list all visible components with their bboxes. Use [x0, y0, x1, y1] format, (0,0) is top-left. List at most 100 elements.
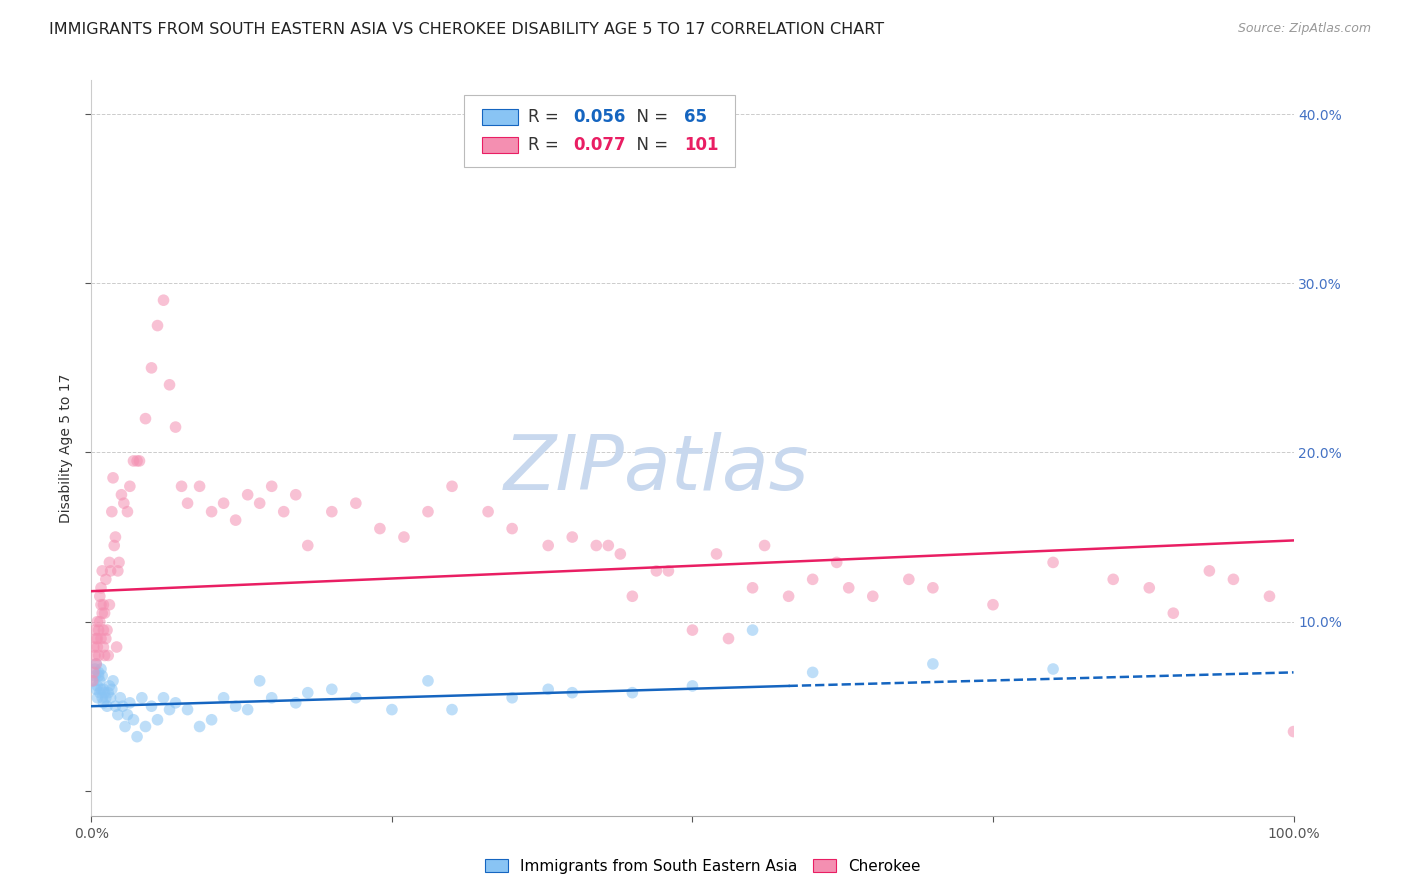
Point: [86, 632, 108, 646]
Point: [93, 606, 115, 620]
Point: [108, 556, 131, 570]
Point: [778, 589, 800, 603]
Point: [440, 703, 463, 717]
Point: [249, 496, 271, 510]
Point: [200, 505, 222, 519]
Point: [981, 598, 1004, 612]
Point: [159, 377, 181, 392]
Point: [1222, 572, 1244, 586]
Point: [84, 657, 107, 671]
Point: [97, 648, 120, 663]
Point: [416, 673, 439, 688]
Point: [107, 564, 129, 578]
Point: [922, 581, 945, 595]
Point: [98, 556, 121, 570]
Point: [170, 479, 193, 493]
Point: [87, 623, 110, 637]
Point: [87, 669, 110, 683]
Text: 0.056: 0.056: [574, 108, 626, 126]
Point: [381, 703, 404, 717]
Text: ZIPatlas: ZIPatlas: [503, 433, 808, 507]
Point: [90, 632, 112, 646]
Point: [104, 699, 127, 714]
Point: [440, 479, 463, 493]
Point: [146, 318, 169, 333]
Point: [141, 699, 163, 714]
Point: [100, 564, 122, 578]
Point: [561, 686, 583, 700]
Point: [188, 719, 211, 733]
Point: [284, 488, 307, 502]
Point: [134, 411, 156, 425]
Point: [89, 615, 111, 629]
Point: [84, 657, 107, 671]
Point: [101, 682, 124, 697]
Point: [83, 673, 105, 688]
Point: [706, 547, 728, 561]
Point: [416, 505, 439, 519]
Point: [83, 665, 105, 680]
Point: [110, 488, 132, 502]
Point: [125, 454, 148, 468]
Point: [93, 640, 115, 654]
Point: [91, 690, 114, 705]
Point: [897, 572, 920, 586]
Point: [86, 640, 108, 654]
Point: [273, 505, 295, 519]
Text: R =: R =: [527, 136, 564, 154]
Text: 0.077: 0.077: [574, 136, 626, 154]
Point: [212, 496, 235, 510]
Point: [657, 564, 679, 578]
Point: [134, 719, 156, 733]
FancyBboxPatch shape: [482, 137, 519, 153]
Point: [344, 496, 367, 510]
Point: [249, 673, 271, 688]
Point: [1198, 564, 1220, 578]
Point: [91, 564, 114, 578]
Point: [146, 713, 169, 727]
Point: [284, 696, 307, 710]
Point: [101, 471, 124, 485]
Point: [825, 556, 848, 570]
Point: [598, 539, 620, 553]
Point: [621, 686, 644, 700]
Point: [107, 707, 129, 722]
Point: [122, 454, 145, 468]
Point: [1258, 589, 1281, 603]
Point: [141, 360, 163, 375]
Text: 65: 65: [685, 108, 707, 126]
Point: [90, 598, 112, 612]
Point: [128, 454, 150, 468]
Point: [97, 686, 120, 700]
Point: [159, 703, 181, 717]
Text: N =: N =: [626, 136, 673, 154]
Point: [1042, 556, 1064, 570]
Point: [93, 696, 115, 710]
Point: [86, 679, 108, 693]
Point: [344, 690, 367, 705]
Point: [225, 513, 247, 527]
Point: [176, 703, 198, 717]
Point: [93, 623, 115, 637]
Point: [922, 657, 945, 671]
Point: [90, 682, 112, 697]
Point: [260, 690, 283, 705]
Point: [176, 496, 198, 510]
Point: [585, 539, 607, 553]
Point: [754, 539, 776, 553]
Point: [103, 539, 125, 553]
Point: [84, 682, 107, 697]
Point: [89, 686, 111, 700]
Point: [94, 690, 117, 705]
Point: [212, 690, 235, 705]
Point: [741, 623, 763, 637]
Point: [297, 539, 319, 553]
Text: R =: R =: [527, 108, 564, 126]
Point: [84, 632, 107, 646]
Point: [200, 713, 222, 727]
Text: N =: N =: [626, 108, 673, 126]
Point: [838, 581, 860, 595]
Point: [96, 623, 118, 637]
Text: 101: 101: [685, 136, 718, 154]
Point: [801, 572, 824, 586]
